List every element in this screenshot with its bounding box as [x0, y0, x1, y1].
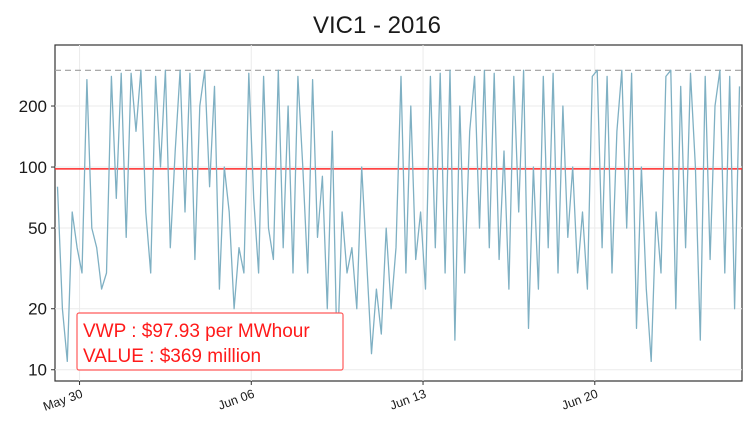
y-tick-label: 200 — [19, 97, 47, 116]
chart-title: VIC1 - 2016 — [313, 12, 441, 39]
annotation-box: VWP : $97.93 per MWhour VALUE : $369 mil… — [76, 312, 344, 371]
x-tick-label: Jun 20 — [560, 387, 600, 413]
x-tick-label: Jun 06 — [216, 387, 256, 413]
annotation-frame — [76, 312, 344, 371]
annotation-value: VALUE : $369 million — [83, 346, 261, 367]
annotation-vwp: VWP : $97.93 per MWhour — [83, 321, 310, 342]
y-tick-label: 50 — [28, 219, 47, 238]
price-series — [56, 69, 741, 363]
x-tick-label: May 30 — [41, 387, 84, 414]
x-tick-label: Jun 13 — [388, 387, 428, 413]
y-tick-label: 20 — [28, 300, 47, 319]
price-series-line — [56, 69, 741, 363]
y-tick-label: 100 — [19, 158, 47, 177]
y-tick-label: 10 — [28, 361, 47, 380]
